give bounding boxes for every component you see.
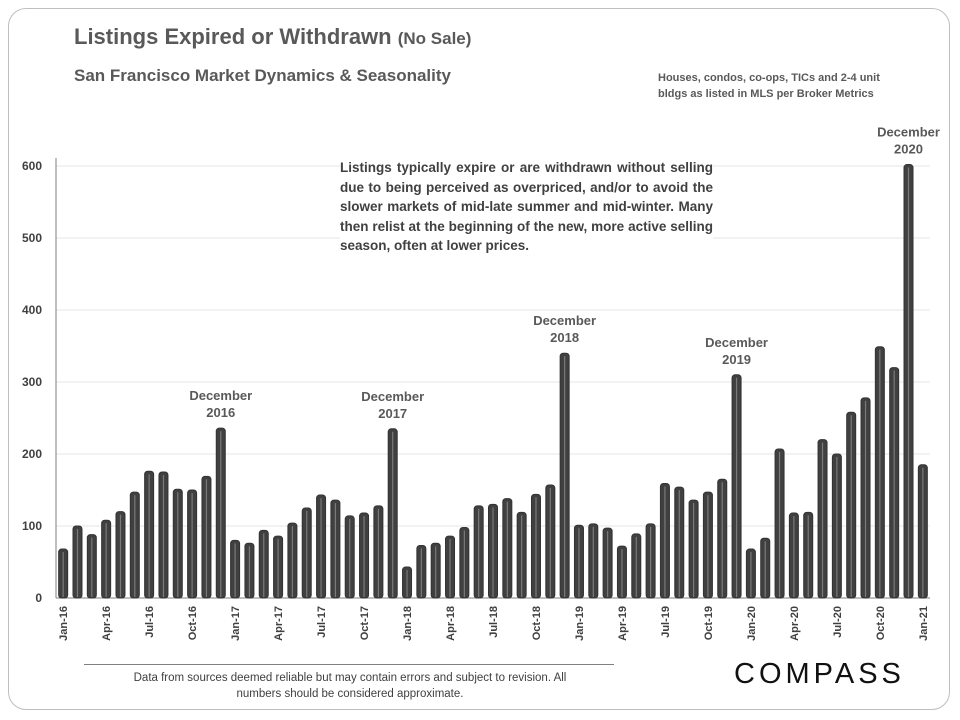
x-tick-label: Oct-18 <box>531 606 543 640</box>
x-tick-label: Oct-17 <box>359 606 371 640</box>
annotation-label: December <box>877 125 940 140</box>
annotation-label: 2016 <box>206 405 235 420</box>
disclaimer: Data from sources deemed reliable but ma… <box>133 672 567 700</box>
annotation-label: 2020 <box>894 142 923 157</box>
annotation-label: December <box>705 335 768 350</box>
footer-divider <box>84 664 614 665</box>
chart-subtitle: San Francisco Market Dynamics & Seasonal… <box>74 66 451 85</box>
y-tick-label: 400 <box>22 303 42 317</box>
x-tick-label: Apr-19 <box>617 606 629 641</box>
x-tick-label: Jan-16 <box>58 606 70 641</box>
x-tick-label: Apr-18 <box>445 606 457 641</box>
title-text: Listings Expired or Withdrawn <box>74 24 392 49</box>
slide-frame <box>8 8 950 710</box>
annotation-label: 2019 <box>722 352 751 367</box>
x-tick-label: Jan-19 <box>574 606 586 641</box>
annotation-label: December <box>533 313 596 328</box>
y-tick-label: 100 <box>22 519 42 533</box>
annotation-label: December <box>189 388 252 403</box>
x-tick-label: Jul-16 <box>144 606 156 638</box>
x-tick-label: Jul-19 <box>660 606 672 638</box>
x-tick-label: Jul-18 <box>488 606 500 638</box>
x-tick-label: Jan-20 <box>746 606 758 641</box>
y-tick-label: 200 <box>22 447 42 461</box>
y-tick-label: 600 <box>22 159 42 173</box>
x-tick-label: Apr-20 <box>789 606 801 641</box>
x-tick-label: Oct-20 <box>875 606 887 640</box>
x-tick-label: Apr-17 <box>273 606 285 641</box>
chart-title: Listings Expired or Withdrawn (No Sale) <box>74 24 471 50</box>
x-tick-label: Apr-16 <box>101 606 113 641</box>
callout-text: Listings typically expire or are withdra… <box>340 158 713 256</box>
x-tick-label: Jul-20 <box>832 606 844 638</box>
annotation-label: December <box>361 389 424 404</box>
annotation-label: 2017 <box>378 406 407 421</box>
y-tick-label: 0 <box>35 591 42 605</box>
y-tick-label: 500 <box>22 231 42 245</box>
source-note: Houses, condos, co-ops, TICs and 2-4 uni… <box>658 72 880 100</box>
y-tick-label: 300 <box>22 375 42 389</box>
compass-logo: COMPASS <box>734 658 905 690</box>
title-suffix: (No Sale) <box>397 29 472 48</box>
annotation-label: 2018 <box>550 330 579 345</box>
x-tick-label: Jan-21 <box>918 606 930 641</box>
x-tick-label: Jan-17 <box>230 606 242 641</box>
x-tick-label: Jan-18 <box>402 606 414 641</box>
x-tick-label: Oct-16 <box>187 606 199 640</box>
x-tick-label: Oct-19 <box>703 606 715 640</box>
x-tick-label: Jul-17 <box>316 606 328 638</box>
